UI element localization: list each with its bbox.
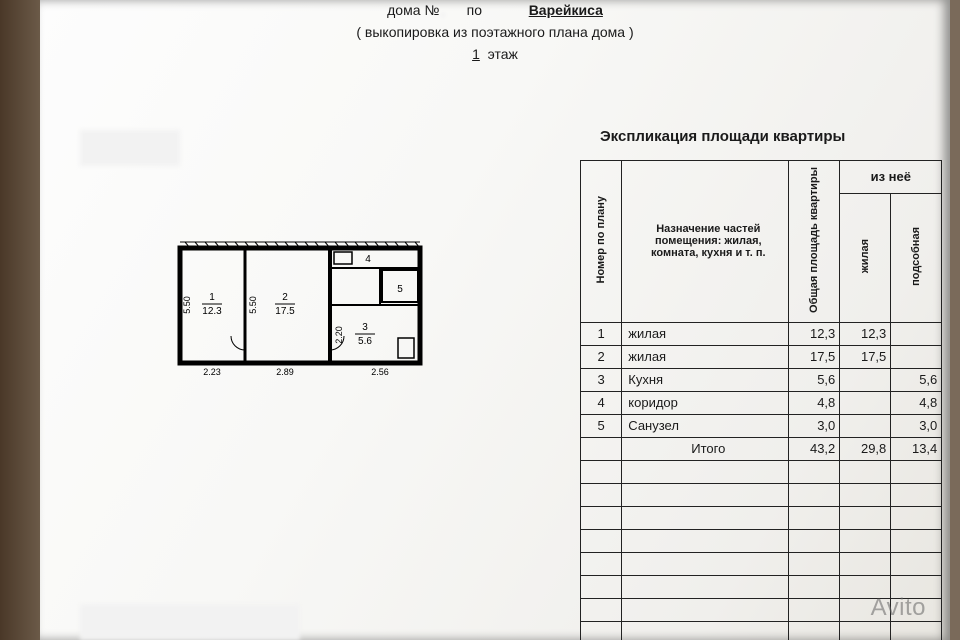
th-total: Общая площадь квартиры — [789, 161, 840, 323]
table-row-empty — [581, 621, 942, 640]
cell-num: 5 — [581, 414, 622, 437]
room4-id: 4 — [365, 254, 371, 265]
header-subtitle: ( выкопировка из поэтажного плана дома ) — [40, 24, 950, 40]
cell-living — [840, 368, 891, 391]
room3-id: 3 — [362, 322, 368, 333]
dim-room1-h: 5.50 — [182, 296, 192, 314]
cell-aux: 4,8 — [891, 391, 942, 414]
floor-plan: 1 12.3 2 17.5 3 5.6 4 5 5.50 5.50 2.20 2… — [170, 230, 430, 390]
cell-num: 2 — [581, 345, 622, 368]
cell-num: 4 — [581, 391, 622, 414]
th-aux: подсобная — [891, 193, 942, 322]
cell-living: 17,5 — [840, 345, 891, 368]
po-label: по — [467, 2, 482, 18]
table-title: Экспликация площади квартиры — [600, 128, 845, 145]
watermark: Avito — [871, 594, 926, 622]
cell-aux — [891, 345, 942, 368]
cell-living — [840, 414, 891, 437]
cell-name: коридор — [622, 391, 789, 414]
cell-aux: 3,0 — [891, 414, 942, 437]
header-floor: 1 этаж — [40, 46, 950, 62]
cell-aux: 13,4 — [891, 437, 942, 460]
table-row: 3Кухня5,65,6 — [581, 368, 942, 391]
cell-total-label: Итого — [622, 437, 789, 460]
cell-aux — [891, 322, 942, 345]
floor-number: 1 — [472, 46, 480, 62]
room2-id: 2 — [282, 292, 288, 303]
table-row-empty — [581, 483, 942, 506]
cell-total: 17,5 — [789, 345, 840, 368]
table-row-empty — [581, 460, 942, 483]
dim-room1-w: 2.23 — [203, 367, 221, 377]
explication-table: Номер по плану Назначение частей помещен… — [580, 160, 942, 640]
cell-total: 4,8 — [789, 391, 840, 414]
cell-num: 3 — [581, 368, 622, 391]
room2-area: 17.5 — [275, 306, 295, 317]
table-row: 2жилая17,517,5 — [581, 345, 942, 368]
th-of-it: из неё — [840, 161, 942, 194]
cell-living: 29,8 — [840, 437, 891, 460]
cell-name: жилая — [622, 345, 789, 368]
table-row-empty — [581, 552, 942, 575]
th-name: Назначение частей помещения: жилая, комн… — [622, 161, 789, 323]
document-paper: дома № по Варейкиса ( выкопировка из поэ… — [40, 0, 950, 640]
room1-area: 12.3 — [202, 306, 222, 317]
table-total-row: Итого43,229,813,4 — [581, 437, 942, 460]
redacted-area-1 — [80, 130, 180, 166]
table-row: 1жилая12,312,3 — [581, 322, 942, 345]
th-living: жилая — [840, 193, 891, 322]
cell-aux: 5,6 — [891, 368, 942, 391]
cell-total: 12,3 — [789, 322, 840, 345]
dim-room3-h: 2.20 — [334, 326, 344, 344]
house-no-label: дома № — [387, 2, 439, 18]
cell-total: 43,2 — [789, 437, 840, 460]
cell-name: Кухня — [622, 368, 789, 391]
room3-area: 5.6 — [358, 336, 372, 347]
redacted-area-2 — [80, 604, 300, 640]
dim-room3-w: 2.56 — [371, 367, 389, 377]
street-name: Варейкиса — [529, 2, 603, 18]
room5-id: 5 — [397, 284, 403, 295]
cell-num: 1 — [581, 322, 622, 345]
table-row: 5Санузел3,03,0 — [581, 414, 942, 437]
document-header: дома № по Варейкиса ( выкопировка из поэ… — [40, 0, 950, 62]
table-row-empty — [581, 529, 942, 552]
cell-name: Санузел — [622, 414, 789, 437]
table-row: 4коридор4,84,8 — [581, 391, 942, 414]
cell-living — [840, 391, 891, 414]
cell-num — [581, 437, 622, 460]
cell-total: 3,0 — [789, 414, 840, 437]
dim-room2-h: 5.50 — [248, 296, 258, 314]
cell-total: 5,6 — [789, 368, 840, 391]
table-row-empty — [581, 506, 942, 529]
header-line-1: дома № по Варейкиса — [40, 2, 950, 18]
wood-background — [0, 0, 40, 640]
cell-name: жилая — [622, 322, 789, 345]
cell-living: 12,3 — [840, 322, 891, 345]
floor-label: этаж — [488, 46, 518, 62]
room1-id: 1 — [209, 292, 215, 303]
dim-room2-w: 2.89 — [276, 367, 294, 377]
th-number: Номер по плану — [581, 161, 622, 323]
